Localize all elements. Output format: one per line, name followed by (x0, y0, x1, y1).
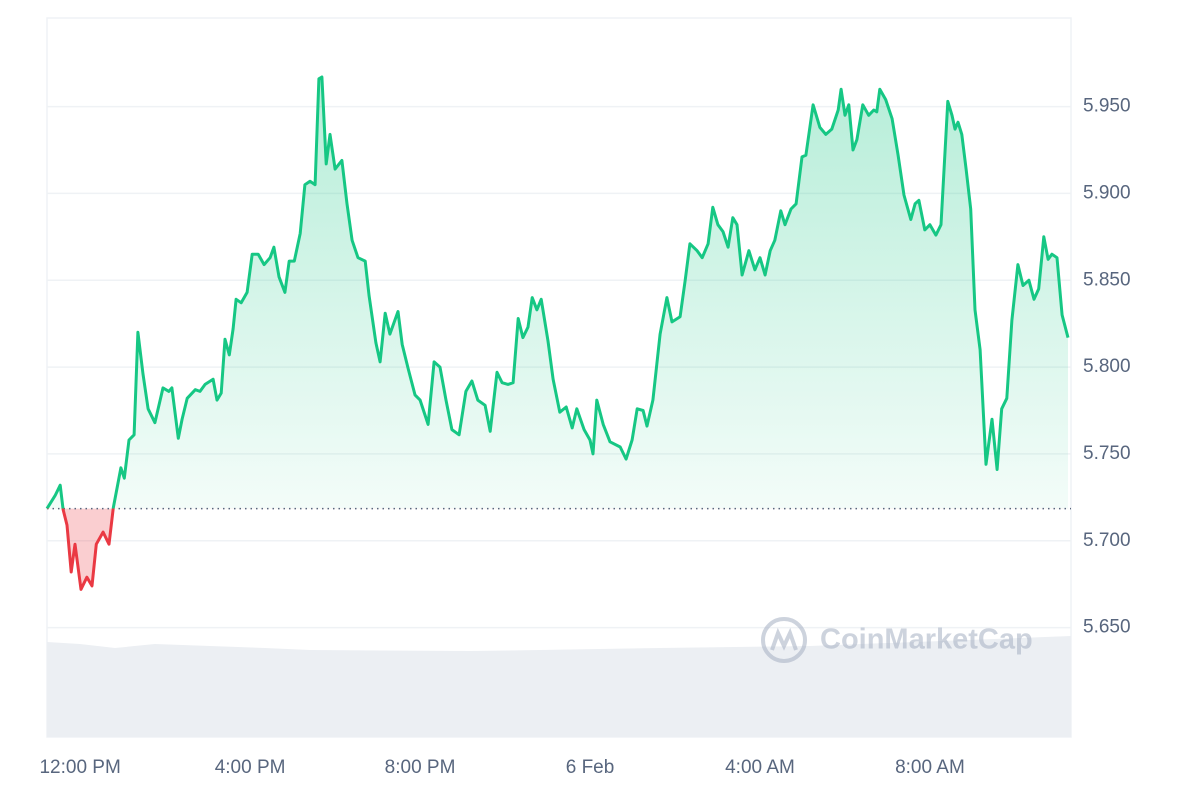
x-tick-label: 8:00 PM (385, 757, 456, 778)
y-tick-label: 5.750 (1083, 443, 1131, 464)
x-tick-label: 4:00 PM (215, 757, 286, 778)
y-tick-label: 5.900 (1083, 182, 1131, 203)
watermark: CoinMarketCap (820, 624, 1033, 656)
y-tick-label: 5.850 (1083, 269, 1131, 290)
watermark-group: CoinMarketCap (761, 617, 1033, 663)
x-tick-label: 8:00 AM (895, 757, 965, 778)
x-tick-label: 6 Feb (566, 757, 615, 778)
x-tick-label: 12:00 PM (39, 757, 120, 778)
price-line (45, 75, 1070, 591)
y-tick-label: 5.800 (1083, 356, 1131, 377)
area (47, 77, 1068, 590)
y-tick-label: 5.700 (1083, 530, 1131, 551)
watermark-logo-mark (770, 627, 798, 651)
y-tick-label: 5.950 (1083, 96, 1131, 117)
volume-band (47, 636, 1071, 737)
y-tick-label: 5.650 (1083, 617, 1131, 638)
watermark-logo (761, 617, 807, 663)
x-tick-label: 4:00 AM (725, 757, 795, 778)
